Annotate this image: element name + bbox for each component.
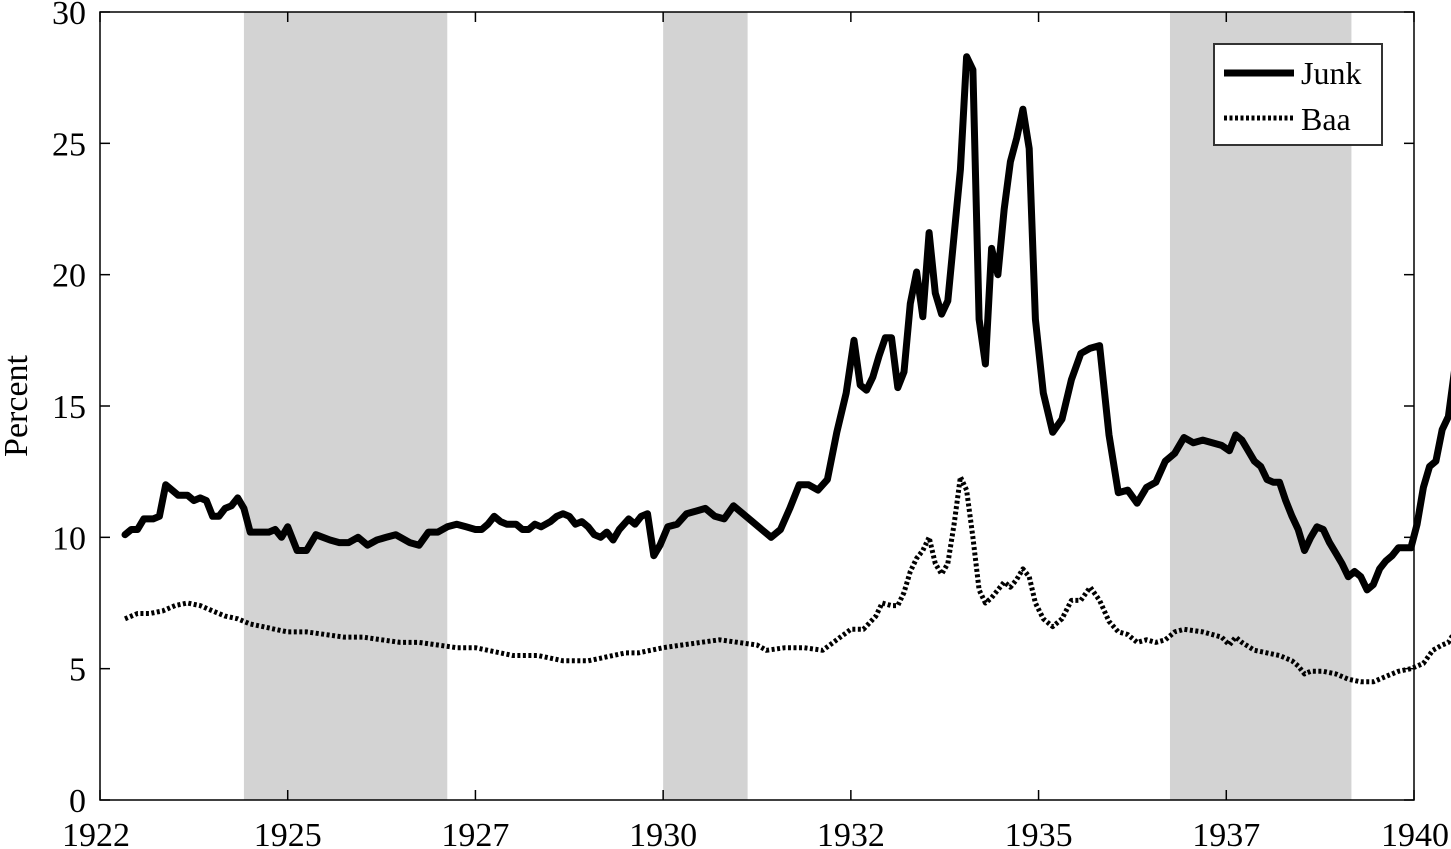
x-tick-label: 1922 [62,817,130,849]
legend-label-baa: Baa [1301,101,1351,137]
x-tick-label: 1930 [629,817,697,849]
y-tick-label: 25 [52,126,86,163]
series-line-junk [121,53,1451,594]
y-tick-label: 10 [52,520,86,557]
x-tick-label: 1940 [1381,817,1449,849]
legend-box [1213,43,1383,146]
y-tick-label: 0 [69,783,86,820]
series-lines [121,53,1451,685]
legend-label-junk: Junk [1301,55,1361,91]
y-axis-tick-labels: 0 5 10 15 20 25 30 [52,0,86,820]
y-axis-label: Percent [0,354,35,457]
x-tick-label: 1935 [1005,817,1073,849]
recession-band-1 [243,12,448,800]
x-tick-label: 1937 [1192,817,1260,849]
y-tick-label: 20 [52,258,86,295]
y-tick-label: 15 [52,389,86,426]
x-tick-label: 1927 [441,817,509,849]
axis-ticks [99,11,1415,801]
y-tick-label: 5 [69,652,86,689]
recession-shading [243,12,1352,800]
x-tick-label: 1932 [817,817,885,849]
x-axis-tick-labels: 1922 1925 1927 1930 1932 1935 1937 1940 [62,817,1449,849]
legend: Junk Baa [1213,43,1383,146]
x-tick-label: 1925 [254,817,322,849]
recession-band-2 [663,12,748,800]
y-tick-label: 30 [52,0,86,32]
